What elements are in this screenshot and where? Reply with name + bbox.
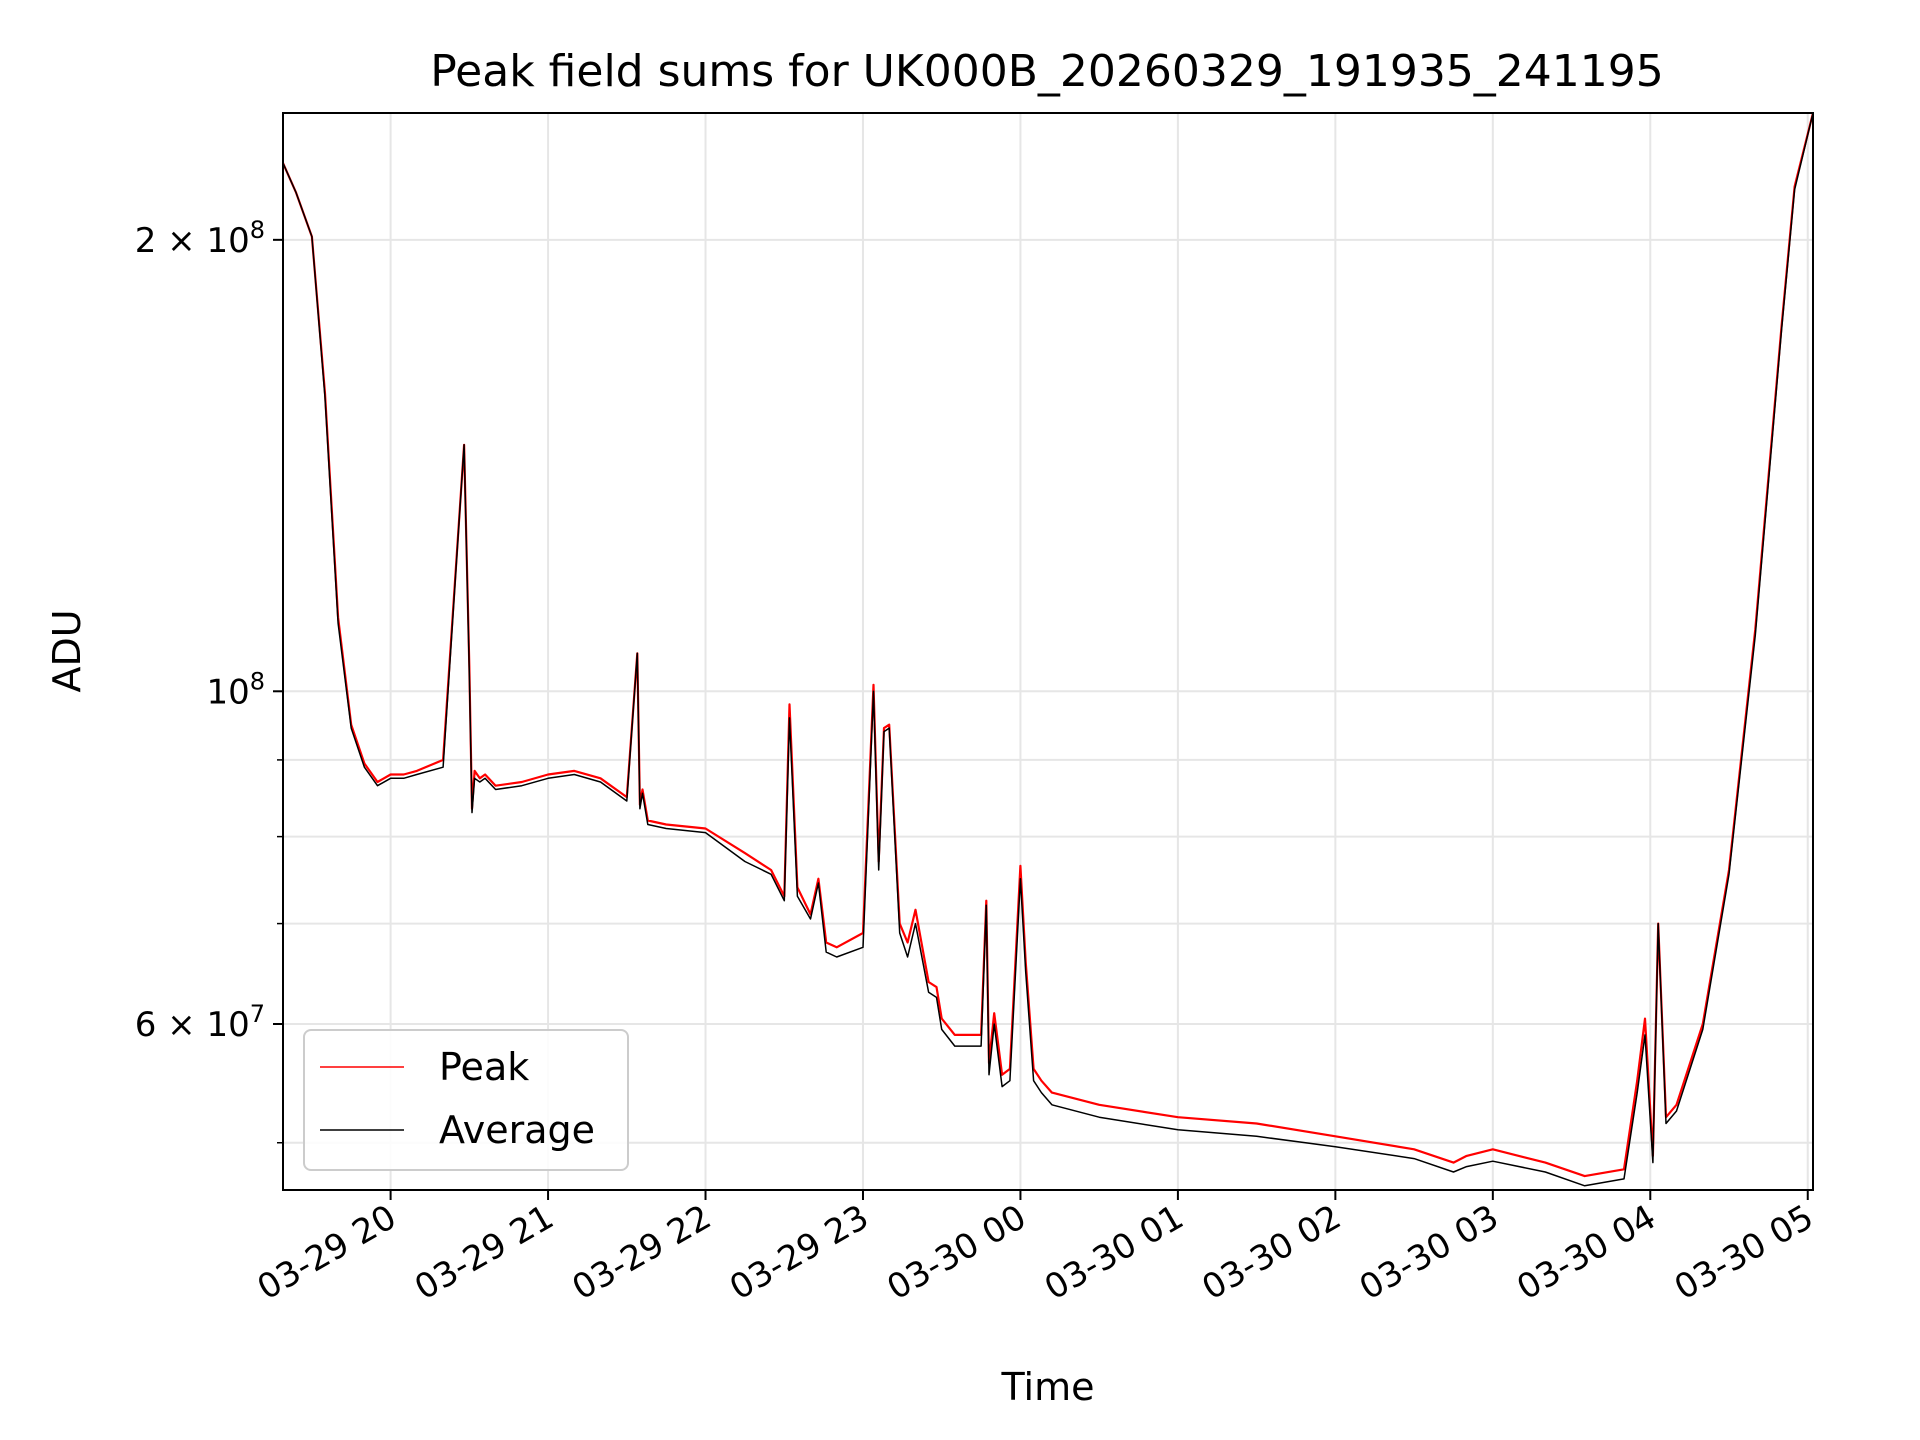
plot-frame [282,112,1814,1191]
y-axis-ticks: 2 × 108 108 6 × 107 [135,216,283,1144]
y-tick-label: 6 × 107 [135,1000,265,1045]
y-axis-label: ADU [45,609,89,692]
y-tick-label: 108 [206,667,265,712]
x-axis-label: Time [1001,1365,1095,1409]
grid [283,113,1813,1190]
legend-label-average: Average [439,1108,595,1152]
legend-label-peak: Peak [439,1045,529,1089]
legend: Peak Average [303,1029,629,1171]
legend-box [303,1029,629,1171]
series-line-average [282,112,1814,1187]
chart-title: Peak field sums for UK000B_20260329_1919… [430,46,1664,97]
plot-lines [281,112,1815,1187]
y-tick-label: 2 × 108 [135,216,265,261]
